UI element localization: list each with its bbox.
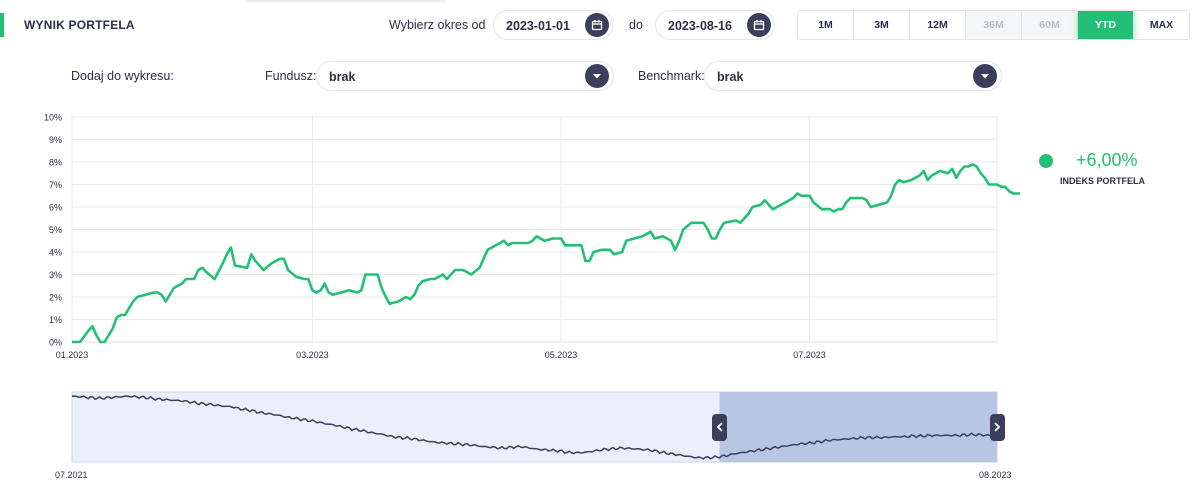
y-tick-label: 10% [44,113,62,123]
chevron-down-icon[interactable] [585,64,609,88]
navigator-right-handle[interactable] [989,413,1005,441]
date-from-value: 2023-01-01 [506,19,570,33]
main-chart: 0% 1% 2% 3% 4% 5% 6% 7% 8% 9% 10% 01.2023 03.2023 05… [44,113,1020,360]
series-line-portfolio [72,163,1020,344]
x-tick-label: 03.2023 [296,350,329,360]
y-tick-label: 3% [49,270,62,280]
period-from-label: Wybierz okres od [389,18,486,32]
navigator-start-label: 07.2021 [55,470,88,480]
y-tick-label: 8% [49,158,62,168]
fund-select-value: brak [329,70,356,84]
benchmark-select[interactable]: brak [704,61,1002,91]
legend-value: +6,00% [1076,150,1138,170]
navigator-chart[interactable] [0,385,1020,475]
legend-series-name: INDEKS PORTFELA [1060,176,1146,186]
chart-legend: +6,00% INDEKS PORTFELA [1036,150,1156,190]
date-from-field[interactable]: 2023-01-01 [493,10,613,40]
title-accent-bar [0,13,4,37]
period-12m-button[interactable]: 12M [910,11,966,39]
y-tick-label: 4% [49,248,62,258]
period-1m-button[interactable]: 1M [798,11,854,39]
y-tick-label: 2% [49,293,62,303]
date-to-value: 2023-08-16 [668,19,732,33]
period-max-button[interactable]: MAX [1149,19,1174,31]
navigator-series-line [71,394,998,460]
navigator-left-handle[interactable] [712,413,727,441]
period-36m-button[interactable]: 36M [966,11,1022,39]
y-tick-label: 0% [49,338,62,348]
navigator-end-label: 08.2023 [979,470,1012,480]
y-tick-label: 1% [49,315,62,325]
page-title: WYNIK PORTFELA [24,18,135,32]
benchmark-label: Benchmark: [638,69,705,83]
calendar-icon[interactable] [747,13,771,37]
period-60m-button[interactable]: 60M [1022,11,1078,39]
y-tick-label: 9% [49,135,62,145]
fund-label: Fundusz: [265,69,317,83]
y-tick-label: 6% [49,203,62,213]
y-tick-label: 7% [49,180,62,190]
fund-select[interactable]: brak [316,61,614,91]
y-tick-label: 5% [49,225,62,235]
chevron-right-icon [994,422,1001,432]
benchmark-select-value: brak [717,70,744,84]
date-to-field[interactable]: 2023-08-16 [655,10,775,40]
add-to-chart-label: Dodaj do wykresu: [71,69,174,83]
period-selector: 1M 3M 12M 36M 60M YTD MAX [797,10,1190,40]
x-tick-label: 01.2023 [56,350,89,360]
tab-shadow [245,0,445,4]
x-tick-label: 07.2023 [793,350,826,360]
calendar-icon[interactable] [585,13,609,37]
period-ytd-button[interactable]: YTD [1078,11,1134,39]
period-3m-button[interactable]: 3M [854,11,910,39]
legend-marker [1039,154,1053,168]
navigator-selection[interactable] [719,392,998,462]
chevron-down-icon[interactable] [973,64,997,88]
period-to-label: do [629,18,643,32]
x-tick-label: 05.2023 [545,350,578,360]
chevron-left-icon [716,422,723,432]
